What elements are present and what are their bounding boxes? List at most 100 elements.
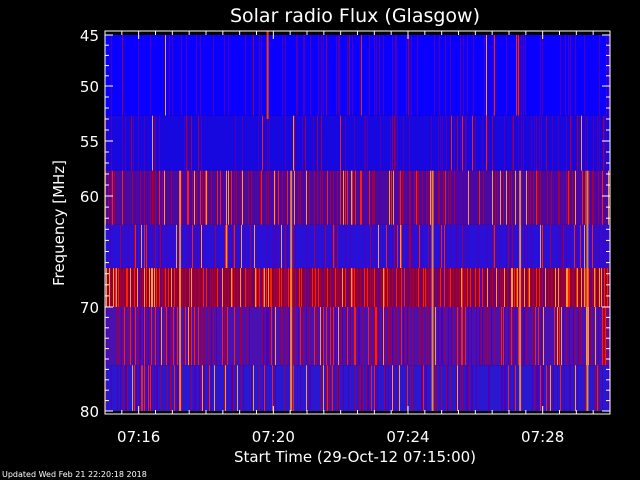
intensity-streak <box>279 268 280 307</box>
intensity-streak <box>465 268 466 307</box>
intensity-streak <box>286 307 287 366</box>
intensity-streak <box>182 170 183 225</box>
intensity-streak <box>274 224 275 269</box>
intensity-streak <box>557 365 558 411</box>
intensity-streak <box>464 268 465 307</box>
intensity-streak <box>399 268 400 307</box>
intensity-streak <box>201 224 202 269</box>
intensity-streak <box>262 115 263 171</box>
intensity-streak <box>562 268 563 307</box>
intensity-streak <box>354 268 355 307</box>
intensity-streak <box>412 365 413 411</box>
intensity-streak <box>159 170 160 225</box>
intensity-streak <box>241 224 242 269</box>
intensity-streak <box>364 268 365 307</box>
intensity-streak <box>392 115 393 171</box>
burst-line <box>431 170 434 411</box>
intensity-streak <box>410 365 411 411</box>
intensity-streak <box>117 307 118 366</box>
intensity-streak <box>149 365 150 411</box>
intensity-streak <box>472 115 473 171</box>
intensity-streak <box>120 268 121 307</box>
intensity-streak <box>605 170 606 225</box>
intensity-streak <box>529 170 530 225</box>
intensity-streak <box>376 268 377 307</box>
intensity-streak <box>404 268 405 307</box>
intensity-streak <box>187 115 188 171</box>
intensity-streak <box>205 170 206 225</box>
intensity-streak <box>127 268 128 307</box>
intensity-streak <box>241 307 242 366</box>
intensity-streak <box>304 268 305 307</box>
intensity-streak <box>240 268 241 307</box>
intensity-streak <box>481 307 482 366</box>
intensity-streak <box>494 35 495 116</box>
intensity-streak <box>550 224 551 269</box>
intensity-streak <box>546 115 547 171</box>
intensity-streak <box>380 170 381 225</box>
intensity-streak <box>271 307 272 366</box>
intensity-streak <box>512 268 513 307</box>
updated-timestamp: Updated Wed Feb 21 22:20:18 2018 <box>2 470 147 479</box>
intensity-streak <box>246 268 247 307</box>
intensity-streak <box>480 268 481 307</box>
intensity-streak <box>559 170 560 225</box>
intensity-streak <box>408 268 409 307</box>
intensity-streak <box>521 170 522 225</box>
intensity-streak <box>128 224 129 269</box>
intensity-streak <box>316 170 317 225</box>
intensity-streak <box>492 268 493 307</box>
intensity-streak <box>164 307 165 366</box>
intensity-streak <box>139 268 140 307</box>
intensity-streak <box>542 365 543 411</box>
intensity-streak <box>355 365 356 411</box>
intensity-streak <box>160 365 161 411</box>
intensity-streak <box>144 268 145 307</box>
intensity-streak <box>425 170 426 225</box>
intensity-streak <box>527 224 528 269</box>
intensity-streak <box>224 307 225 366</box>
intensity-streak <box>475 170 476 225</box>
intensity-streak <box>166 307 167 366</box>
intensity-streak <box>551 268 552 307</box>
intensity-streak <box>156 307 157 366</box>
intensity-streak <box>533 268 534 307</box>
intensity-streak <box>289 170 290 225</box>
frequency-band <box>105 35 610 116</box>
intensity-streak <box>339 365 340 411</box>
intensity-streak <box>584 268 585 307</box>
intensity-streak <box>413 224 414 269</box>
intensity-streak <box>585 365 586 411</box>
intensity-streak <box>467 224 468 269</box>
intensity-streak <box>532 268 533 307</box>
intensity-streak <box>268 170 269 225</box>
intensity-streak <box>577 115 578 171</box>
intensity-streak <box>258 268 259 307</box>
intensity-streak <box>337 268 338 307</box>
intensity-streak <box>438 115 439 171</box>
intensity-streak <box>590 170 591 225</box>
intensity-streak <box>234 170 235 225</box>
intensity-streak <box>579 115 580 171</box>
intensity-streak <box>131 115 132 171</box>
intensity-streak <box>245 268 246 307</box>
intensity-streak <box>323 307 324 366</box>
intensity-streak <box>122 170 123 225</box>
intensity-streak <box>453 170 454 225</box>
intensity-streak <box>400 224 401 269</box>
intensity-streak <box>554 307 555 366</box>
intensity-streak <box>299 268 300 307</box>
intensity-streak <box>437 268 438 307</box>
intensity-streak <box>298 170 299 225</box>
intensity-streak <box>552 115 553 171</box>
y-tick-label: 60 <box>80 188 99 206</box>
intensity-streak <box>317 115 318 171</box>
intensity-streak <box>173 307 174 366</box>
intensity-streak <box>207 170 208 225</box>
intensity-streak <box>525 35 526 116</box>
intensity-streak <box>132 365 133 411</box>
intensity-streak <box>585 268 586 307</box>
intensity-streak <box>559 268 560 307</box>
intensity-streak <box>397 224 398 269</box>
intensity-streak <box>537 365 538 411</box>
